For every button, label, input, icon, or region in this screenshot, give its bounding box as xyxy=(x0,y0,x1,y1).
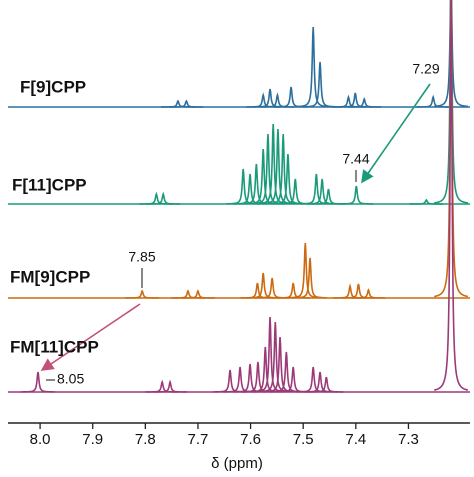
peak xyxy=(241,361,275,393)
peak xyxy=(181,289,215,299)
peak xyxy=(240,282,275,299)
series-label: F[11]CPP xyxy=(12,175,87,194)
peak xyxy=(351,288,386,299)
x-tick-label: 7.9 xyxy=(82,431,103,448)
peak xyxy=(409,198,444,205)
peak xyxy=(303,371,337,393)
peak xyxy=(145,379,180,393)
x-tick-label: 7.8 xyxy=(135,431,156,448)
annotation: 7.44 xyxy=(342,151,369,167)
peak xyxy=(338,92,373,108)
peak xyxy=(21,371,55,393)
x-tick-label: 7.4 xyxy=(345,431,366,448)
peak xyxy=(305,178,339,205)
series-label: FM[9]CPP xyxy=(10,267,90,286)
peak xyxy=(434,0,469,391)
peak xyxy=(169,99,204,108)
peak xyxy=(253,88,287,108)
annotation: 7.85 xyxy=(128,249,155,265)
x-tick-label: 7.7 xyxy=(188,431,209,448)
plot-area xyxy=(8,0,470,393)
peak xyxy=(416,94,450,108)
peak xyxy=(434,0,468,108)
arrow xyxy=(361,83,431,184)
peak xyxy=(296,26,331,108)
peak xyxy=(276,282,311,299)
annotation: 7.29 xyxy=(412,61,439,77)
peak xyxy=(293,257,327,299)
x-axis-label: δ (ppm) xyxy=(211,455,263,472)
peak xyxy=(311,188,346,205)
peak xyxy=(139,191,174,205)
peak xyxy=(296,366,331,393)
x-tick-label: 7.6 xyxy=(240,431,261,448)
x-tick-label: 7.3 xyxy=(398,431,419,448)
x-tick-label: 8.0 xyxy=(30,431,51,448)
peak xyxy=(434,0,469,298)
annotation: 8.05 xyxy=(57,371,84,387)
peak xyxy=(341,283,376,299)
peak xyxy=(271,153,305,205)
peak xyxy=(246,272,281,299)
peak xyxy=(347,97,382,108)
peak xyxy=(153,379,187,393)
peak xyxy=(125,289,160,299)
series-label: FM[11]CPP xyxy=(10,337,99,356)
peak xyxy=(303,61,337,108)
peak xyxy=(146,191,181,205)
peak xyxy=(263,336,297,393)
peak xyxy=(434,0,469,204)
peak xyxy=(309,376,344,393)
peak xyxy=(171,289,205,299)
arrow xyxy=(40,303,141,371)
peak xyxy=(339,185,374,205)
x-tick-label: 7.5 xyxy=(293,431,314,448)
peak xyxy=(260,92,295,108)
series-label: F[9]CPP xyxy=(20,77,86,96)
